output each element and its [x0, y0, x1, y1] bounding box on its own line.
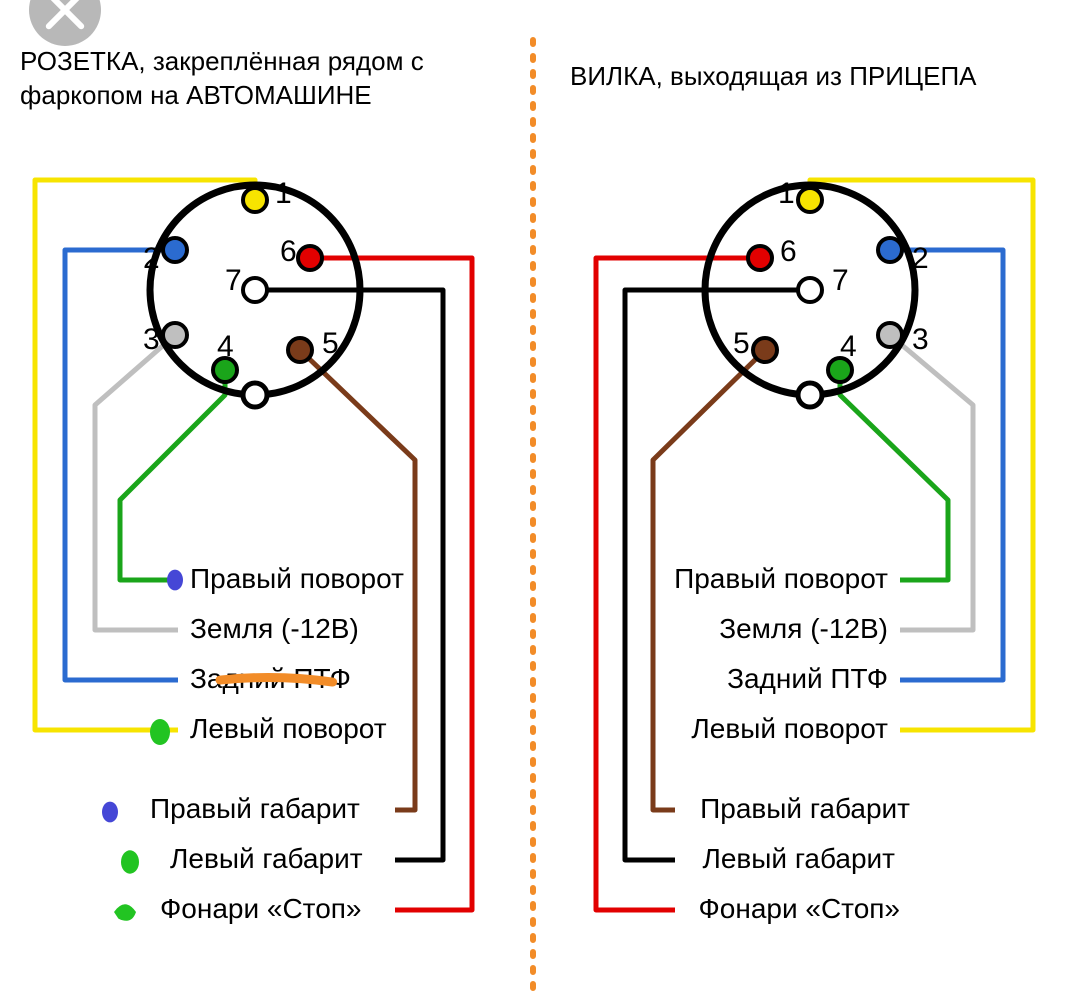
labels-left: Правый поворотЗемля (-12В)Задний ПТФЛевы… [150, 563, 404, 924]
svg-text:РОЗЕТКА, закреплённая рядом с: РОЗЕТКА, закреплённая рядом с [20, 46, 424, 76]
annotation-dot-0 [167, 570, 183, 591]
pin-number-right-5: 5 [733, 327, 750, 360]
pin-number-left-2: 2 [143, 242, 160, 275]
wire-label-right-2: Задний ПТФ [727, 663, 888, 694]
pin-right-2 [878, 238, 902, 262]
pin-left-2 [163, 238, 187, 262]
svg-text:ВИЛКА, выходящая из ПРИЦЕПА: ВИЛКА, выходящая из ПРИЦЕПА [570, 61, 977, 91]
pin-number-left-4: 4 [217, 330, 234, 363]
pin-number-right-6: 6 [780, 235, 797, 268]
pin-right-1 [798, 188, 822, 212]
annotation-blob-4 [114, 904, 136, 921]
pin-number-left-3: 3 [143, 323, 160, 356]
labels-right: Правый поворот Земля (-12В) Задний ПТФ Левы… [674, 563, 910, 924]
pin-number-left-7: 7 [225, 264, 242, 297]
wire-label-right-6: Фонари «Стоп» [699, 893, 901, 924]
pin-right-5 [753, 338, 777, 362]
wire-label-right-1: Земля (-12В) [719, 613, 888, 644]
wire-right-0 [840, 370, 948, 580]
pin-left-6 [298, 246, 322, 270]
annotation-dot-1 [150, 719, 170, 745]
svg-text:фаркопом на АВТОМАШИНЕ: фаркопом на АВТОМАШИНЕ [20, 80, 372, 110]
close-icon[interactable] [29, 0, 101, 46]
pin-left-5 [288, 338, 312, 362]
wire-left-2 [65, 250, 178, 680]
wire-label-right-4: Правый габарит [700, 793, 910, 824]
wire-left-0 [120, 370, 225, 580]
pin-number-left-5: 5 [322, 327, 339, 360]
pin-left-3 [163, 323, 187, 347]
pin-number-left-1: 1 [275, 177, 292, 210]
title-socket: РОЗЕТКА, закреплённая рядом с фаркопом на… [20, 46, 424, 110]
pin-right-3 [878, 323, 902, 347]
wire-label-left-6: Фонари «Стоп» [160, 893, 362, 924]
wire-label-left-3: Левый поворот [190, 713, 387, 744]
pin-left-1 [243, 188, 267, 212]
pin-number-right-7: 7 [832, 264, 849, 297]
pin-number-right-1: 1 [778, 177, 795, 210]
wire-label-right-0: Правый поворот [674, 563, 888, 594]
pin-number-right-3: 3 [912, 323, 929, 356]
annotation-dot-2 [102, 802, 118, 823]
wire-label-left-0: Правый поворот [190, 563, 404, 594]
title-plug: ВИЛКА, выходящая из ПРИЦЕПА [570, 61, 977, 91]
pin-number-left-6: 6 [280, 235, 297, 268]
annotation-dot-3 [121, 850, 139, 873]
pin-left-7 [243, 278, 267, 302]
pin-right-6 [748, 246, 772, 270]
pin-right-7 [798, 278, 822, 302]
strike-annotation [220, 677, 333, 682]
pin-number-right-4: 4 [840, 330, 857, 363]
wire-label-right-5: Левый габарит [702, 843, 895, 874]
wire-label-left-1: Земля (-12В) [190, 613, 359, 644]
wire-label-left-4: Правый габарит [150, 793, 360, 824]
wire-right-2 [890, 250, 1003, 680]
pin-number-right-2: 2 [912, 242, 929, 275]
wire-label-right-3: Левый поворот [691, 713, 888, 744]
wire-label-left-5: Левый габарит [170, 843, 363, 874]
